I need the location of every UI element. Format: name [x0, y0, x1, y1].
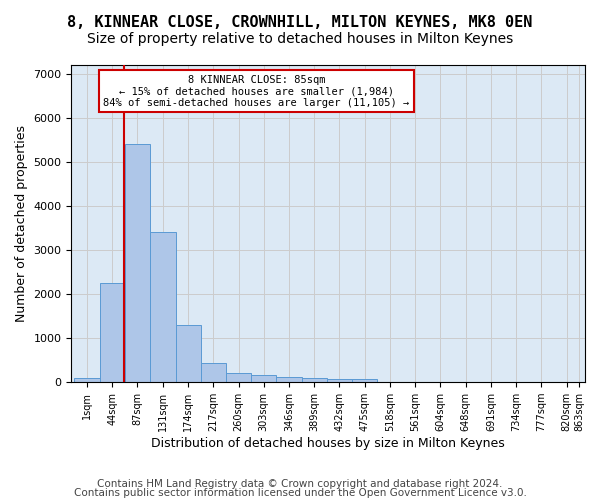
Bar	[74, 378, 100, 382]
Text: 8 KINNEAR CLOSE: 85sqm
← 15% of detached houses are smaller (1,984)
84% of semi-: 8 KINNEAR CLOSE: 85sqm ← 15% of detached…	[103, 74, 409, 108]
Bar	[226, 372, 251, 382]
Bar	[302, 378, 327, 382]
Bar	[352, 379, 377, 382]
Text: 8, KINNEAR CLOSE, CROWNHILL, MILTON KEYNES, MK8 0EN: 8, KINNEAR CLOSE, CROWNHILL, MILTON KEYN…	[67, 15, 533, 30]
Text: Contains public sector information licensed under the Open Government Licence v3: Contains public sector information licen…	[74, 488, 526, 498]
Bar	[176, 325, 201, 382]
Bar	[327, 379, 352, 382]
Text: Contains HM Land Registry data © Crown copyright and database right 2024.: Contains HM Land Registry data © Crown c…	[97, 479, 503, 489]
Bar	[251, 376, 277, 382]
Y-axis label: Number of detached properties: Number of detached properties	[15, 125, 28, 322]
Bar	[151, 232, 176, 382]
Text: Size of property relative to detached houses in Milton Keynes: Size of property relative to detached ho…	[87, 32, 513, 46]
Bar	[201, 364, 226, 382]
Bar	[100, 283, 125, 382]
Bar	[125, 144, 150, 382]
Bar	[277, 377, 302, 382]
X-axis label: Distribution of detached houses by size in Milton Keynes: Distribution of detached houses by size …	[151, 437, 505, 450]
